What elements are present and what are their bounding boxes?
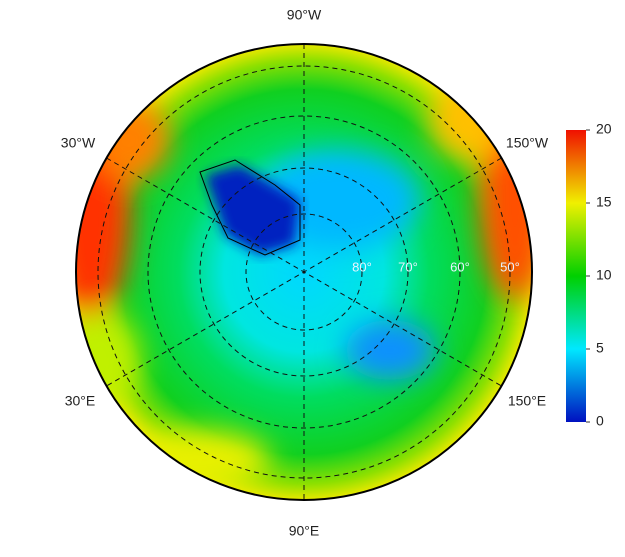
meridian-label: 90°E [289,523,320,539]
colorbar-tick-label: 0 [596,413,604,429]
meridian-label: 30°E [65,393,96,409]
colorbar-tick-label: 10 [596,267,612,283]
map-border [75,43,533,501]
colorbar-tick-label: 20 [596,121,612,137]
data-field [76,44,532,500]
colorbar [566,130,586,422]
latitude-label: 50° [500,259,520,274]
colorbar-tick-label: 5 [596,340,604,356]
colorbar-tick-label: 15 [596,194,612,210]
meridian-label: 90°W [287,7,322,23]
meridian-label: 30°W [61,135,96,151]
meridian-label: 150°E [508,393,546,409]
latitude-label: 70° [398,259,418,274]
meridian-label: 150°W [506,135,549,151]
graticule [97,44,511,500]
latitude-label: 60° [450,259,470,274]
latitude-label: 80° [352,259,372,274]
